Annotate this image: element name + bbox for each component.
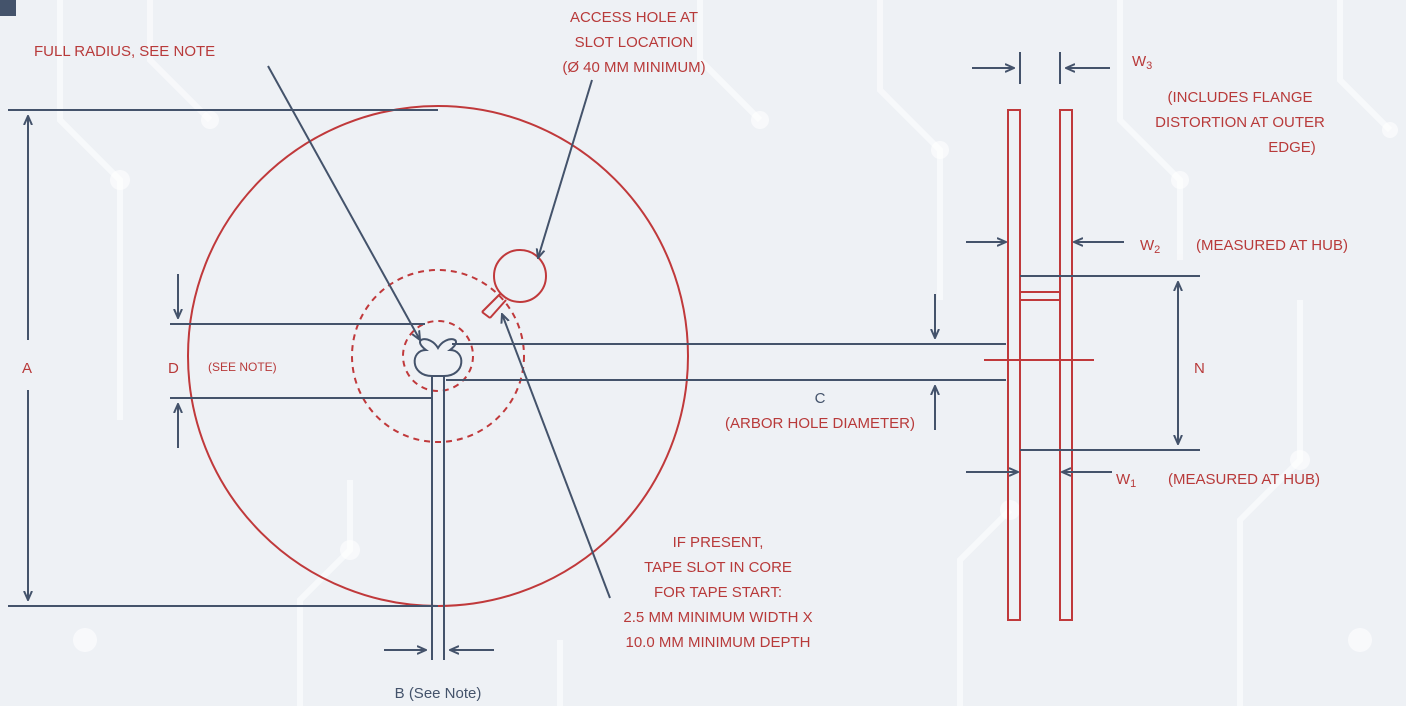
- w3-note-line-2: DISTORTION AT OUTER: [1155, 114, 1325, 131]
- access-hole-leader: [538, 79, 593, 258]
- tape-slot-line-4: 2.5 MM MINIMUM WIDTH X: [623, 609, 812, 626]
- w1-note: (MEASURED AT HUB): [1168, 471, 1320, 488]
- full-radius-leader: [267, 65, 420, 340]
- arbor-hole-outline: [402, 320, 474, 392]
- access-slot-edge-1: [481, 293, 501, 313]
- access-hole: [493, 249, 547, 303]
- tape-slot-line-2: TAPE SLOT IN CORE: [644, 559, 792, 576]
- w2-note: (MEASURED AT HUB): [1196, 237, 1348, 254]
- access-slot-end: [481, 311, 491, 319]
- access-hole-line-1: ACCESS HOLE AT: [570, 9, 698, 26]
- w3-label: W3: [1132, 53, 1152, 72]
- full-radius-label: FULL RADIUS, SEE NOTE: [34, 43, 215, 60]
- dim-d-note: (SEE NOTE): [208, 360, 277, 374]
- dim-a-label: A: [22, 360, 32, 377]
- w3-note-line-3: EDGE): [1268, 139, 1316, 156]
- w2-label: W2: [1140, 237, 1160, 256]
- access-hole-line-2: SLOT LOCATION: [575, 34, 694, 51]
- dim-c-label: C: [815, 390, 826, 407]
- dim-d-label: D: [168, 360, 179, 377]
- dim-c-subtitle: (ARBOR HOLE DIAMETER): [725, 415, 915, 432]
- dim-b-label: B (See Note): [395, 685, 482, 702]
- access-slot-edge-2: [489, 299, 507, 319]
- tape-slot-line-5: 10.0 MM MINIMUM DEPTH: [625, 634, 810, 651]
- tape-slot-line-1: IF PRESENT,: [673, 534, 764, 551]
- left-flange: [1007, 109, 1021, 621]
- tape-slot-leader: [502, 314, 611, 599]
- arbor-core: [413, 338, 463, 377]
- reel-outer-flange: [187, 105, 689, 607]
- hub-outline: [351, 269, 525, 443]
- tape-slot-line-3: FOR TAPE START:: [654, 584, 782, 601]
- corner-tab: [0, 0, 16, 16]
- w3-note-line-1: (INCLUDES FLANGE: [1167, 89, 1312, 106]
- right-flange: [1059, 109, 1073, 621]
- access-hole-line-3: (Ø 40 MM MINIMUM): [562, 59, 705, 76]
- w1-label: W1: [1116, 471, 1136, 490]
- n-label: N: [1194, 360, 1205, 377]
